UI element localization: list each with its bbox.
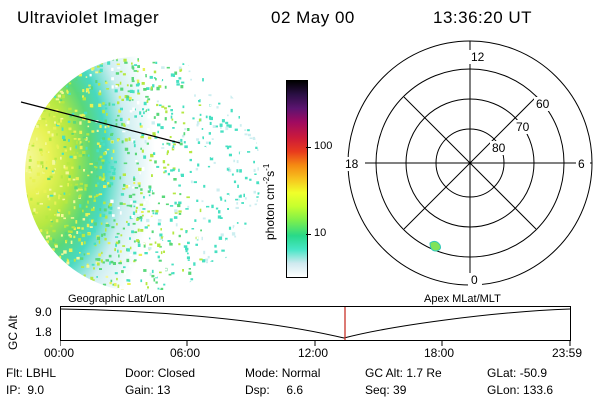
- altitude-curve: [60, 308, 571, 339]
- timeline-y-label: GC Alt: [6, 315, 20, 350]
- polar-label-right: 6: [578, 157, 585, 171]
- aurora-spot: [429, 240, 441, 252]
- polar-lat-label-60: 60: [536, 97, 550, 111]
- info-gcalt-value: 1.7 Re: [406, 366, 442, 380]
- earth-uv-image: [20, 56, 260, 290]
- timeline-xlabel-0600: 06:00: [170, 346, 201, 360]
- polar-diagonal-b: [403, 96, 537, 230]
- info-flt: Flt: LBHL: [6, 366, 57, 380]
- polar-label-left: 18: [345, 157, 359, 171]
- timeline-plot: [60, 306, 571, 346]
- observation-time: 13:36:20 UT: [433, 8, 533, 27]
- timeline-xlabel-1800: 18:00: [424, 346, 455, 360]
- timeline-ytick-9: 9.0: [35, 305, 52, 319]
- terminator-line: [20, 101, 181, 144]
- timeline-xlabel-2359: 23:59: [552, 346, 583, 360]
- info-glon: GLon: 133.6: [487, 383, 554, 397]
- info-mode: Mode: Normal: [245, 366, 321, 380]
- colorbar-gradient: [287, 81, 307, 277]
- info-ip-value: 9.0: [27, 383, 45, 397]
- info-mode-value: Normal: [281, 366, 321, 380]
- imager-title: Ultraviolet Imager: [17, 8, 160, 27]
- info-door-value: Closed: [157, 366, 196, 380]
- colorbar-tick-100: [306, 147, 311, 148]
- colorbar-label-10: 10: [314, 227, 327, 239]
- info-dsp: Dsp: 6.6: [245, 383, 304, 397]
- earth-disk: [25, 56, 260, 290]
- polar-lat-label-70: 70: [516, 120, 530, 134]
- info-dsp-value: 6.6: [286, 383, 304, 397]
- colorbar-unit-label: photon cm-2s-1: [262, 163, 277, 240]
- timeline-right-label: Apex MLat/MLT: [424, 293, 501, 305]
- info-glat: GLat: -50.9: [487, 366, 548, 380]
- info-gain-value: 13: [157, 383, 171, 397]
- polar-lat-label-80: 80: [492, 141, 506, 155]
- info-gcalt: GC Alt: 1.7 Re: [365, 366, 442, 380]
- colorbar: [286, 80, 308, 278]
- info-seq-value: 39: [393, 383, 407, 397]
- info-door: Door: Closed: [125, 366, 196, 380]
- polar-label-bottom: 0: [471, 273, 478, 287]
- polar-label-top: 12: [471, 50, 485, 64]
- timeline-xlabel-1200: 12:00: [298, 346, 329, 360]
- timeline-xlabel-0000: 00:00: [44, 346, 75, 360]
- info-ip: IP: 9.0: [6, 383, 45, 397]
- observation-date: 02 May 00: [271, 8, 355, 27]
- timeline-ytick-1-8: 1.8: [35, 325, 52, 339]
- info-flt-value: LBHL: [26, 366, 57, 380]
- info-seq: Seq: 39: [365, 383, 407, 397]
- colorbar-tick-10: [306, 234, 311, 235]
- info-glon-value: 133.6: [523, 383, 554, 397]
- timeline-left-label: Geographic Lat/Lon: [68, 293, 165, 305]
- info-gain: Gain: 13: [125, 383, 171, 397]
- polar-mlt-plot: 12 0 18 6 60 70 80: [343, 40, 593, 287]
- colorbar-label-100: 100: [314, 140, 333, 152]
- info-glat-value: -50.9: [519, 366, 548, 380]
